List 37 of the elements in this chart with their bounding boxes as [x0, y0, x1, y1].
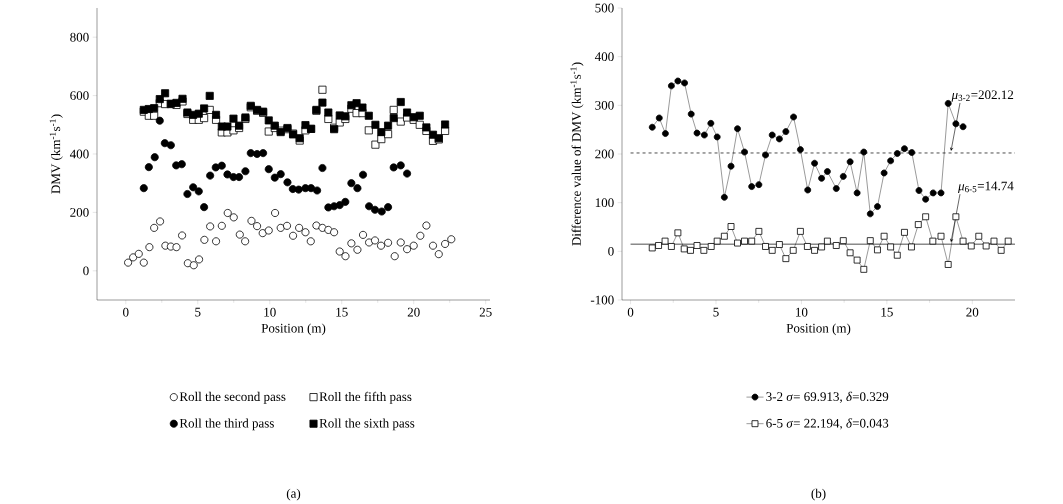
- y-axis-title: Difference value of DMV (km$^{-1}$s$^{-1}$): [570, 62, 584, 246]
- x-tick-label: 5: [195, 307, 201, 317]
- legend-label: 3-2 σ= 69.913, δ=0.329: [766, 391, 889, 403]
- ref-line-label: μ$_{3-2}$=202.12: [951, 90, 1014, 102]
- y-tick-label: 0: [608, 246, 614, 256]
- text: (b): [811, 488, 826, 501]
- x-tick-label: 0: [627, 307, 634, 317]
- y-tick-label: 800: [70, 32, 89, 42]
- x-tick-label: 10: [796, 307, 808, 317]
- y-tick-label: 300: [595, 100, 614, 110]
- y-tick-label: 100: [595, 198, 614, 208]
- y-tick-label: 0: [83, 266, 89, 276]
- legend-label: 6-5 σ= 22.194, δ=0.043: [766, 418, 889, 430]
- x-axis-title: Position (m): [261, 323, 326, 336]
- x-tick-label: 20: [966, 307, 979, 317]
- x-tick-label: 5: [713, 307, 719, 317]
- legend-label: Roll the third pass: [179, 418, 274, 431]
- x-axis-title: Position (m): [786, 323, 851, 336]
- x-tick-label: 25: [479, 307, 492, 317]
- text: (a): [286, 488, 301, 501]
- x-tick-label: 15: [336, 307, 348, 317]
- y-tick-label: 600: [70, 91, 89, 100]
- x-tick-label: 20: [407, 307, 420, 317]
- y-tick-label: -100: [590, 295, 614, 305]
- legend-label: Roll the sixth pass: [319, 418, 415, 431]
- y-tick-label: 400: [69, 149, 89, 159]
- x-tick-label: 15: [881, 307, 893, 317]
- x-tick-label: 10: [264, 307, 276, 317]
- y-tick-label: 500: [595, 3, 614, 13]
- legend-label: Roll the fifth pass: [319, 391, 412, 404]
- y-tick-label: 200: [595, 149, 614, 159]
- y-tick-label: 400: [594, 52, 614, 62]
- ref-line-label: μ$_{6-5}$=14.74: [958, 181, 1014, 193]
- x-tick-label: 0: [123, 307, 129, 317]
- y-axis-title: DMV (km$^{-1}$s$^{-1}$): [49, 114, 63, 194]
- legend-label: Roll the second pass: [179, 391, 286, 404]
- y-tick-label: 200: [70, 208, 89, 217]
